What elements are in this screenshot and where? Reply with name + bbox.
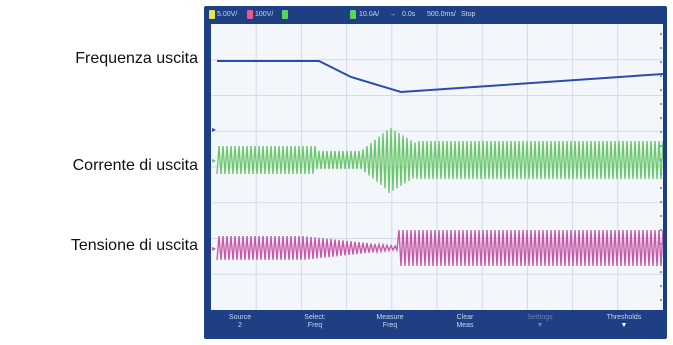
label-output-voltage: Tensione di uscita xyxy=(0,237,198,255)
softkey-settings-arrow-icon: ▼ xyxy=(509,322,571,330)
right-edge-marker xyxy=(660,173,662,175)
softkey-clear-label: Clear xyxy=(434,314,496,322)
label-output-frequency: Frequenza uscita xyxy=(0,50,198,68)
trigger-arrow-icon: → xyxy=(389,11,396,18)
right-edge-marker xyxy=(660,285,662,287)
run-mode: Stop xyxy=(461,11,475,18)
softkey-select-label: Select: xyxy=(284,314,346,322)
right-edge-marker xyxy=(660,131,662,133)
right-edge-marker xyxy=(660,215,662,217)
current-trace xyxy=(217,128,663,193)
waveform-svg: ▸ ▸ ▸ xyxy=(211,24,663,310)
softkey-measure[interactable]: Measure Freq xyxy=(359,314,421,337)
voltage-channel-marker-icon: ▸ xyxy=(212,244,216,253)
ch2-marker-icon xyxy=(247,10,253,19)
softkey-settings-label: Settings xyxy=(509,314,571,322)
softkey-source-label: Source xyxy=(209,314,271,322)
ch4-scale: 10.0A/ xyxy=(359,11,379,18)
right-edge-marker xyxy=(660,61,662,63)
ch1-marker-icon xyxy=(209,10,215,19)
softkey-select[interactable]: Select: Freq xyxy=(284,314,346,337)
softkey-thresholds-label: Thresholds xyxy=(589,314,659,322)
current-channel-marker-icon: ▸ xyxy=(212,156,216,165)
softkey-settings[interactable]: Settings ▼ xyxy=(509,314,571,337)
waveform-display: ▸ ▸ ▸ xyxy=(211,24,663,310)
right-edge-marker xyxy=(660,89,662,91)
softkey-select-value: Freq xyxy=(284,322,346,330)
right-edge-marker xyxy=(660,75,662,77)
softkey-measure-value: Freq xyxy=(359,322,421,330)
softkey-thresholds[interactable]: Thresholds ▼ xyxy=(589,314,659,337)
softkey-clear-value: Meas xyxy=(434,322,496,330)
right-edge-marker xyxy=(660,201,662,203)
softkey-source-value: 2 xyxy=(209,322,271,330)
ch4-marker-icon xyxy=(350,10,356,19)
right-edge-marker xyxy=(660,299,662,301)
right-edge-marker xyxy=(660,47,662,49)
softkey-bar: Source 2 Select: Freq Measure Freq Clear… xyxy=(204,311,667,339)
voltage-trace xyxy=(217,230,663,266)
label-output-current: Corrente di uscita xyxy=(0,157,198,175)
ch2-scale: 100V/ xyxy=(255,11,273,18)
frequency-trace xyxy=(217,61,663,92)
right-edge-marker xyxy=(660,243,662,245)
right-edge-marker xyxy=(660,103,662,105)
softkey-source[interactable]: Source 2 xyxy=(209,314,271,337)
right-edge-marker xyxy=(660,271,662,273)
status-bar: 5.00V/ 100V/ 10.0A/ → 0.0s 500.0ms/ Stop xyxy=(204,6,667,24)
right-edge-marker xyxy=(660,117,662,119)
right-edge-marker xyxy=(660,187,662,189)
trigger-delay: 0.0s xyxy=(402,11,415,18)
right-edge-marker xyxy=(660,33,662,35)
freq-channel-marker-icon: ▸ xyxy=(212,125,216,134)
oscilloscope-screen: 5.00V/ 100V/ 10.0A/ → 0.0s 500.0ms/ Stop… xyxy=(204,6,667,339)
right-edge-marker xyxy=(660,145,662,147)
softkey-clear[interactable]: Clear Meas xyxy=(434,314,496,337)
ch3-marker-icon xyxy=(282,10,288,19)
ch1-scale: 5.00V/ xyxy=(217,11,237,18)
right-edge-marker xyxy=(660,257,662,259)
softkey-measure-label: Measure xyxy=(359,314,421,322)
softkey-thresholds-arrow-icon: ▼ xyxy=(589,322,659,330)
right-edge-marker xyxy=(660,159,662,161)
right-edge-marker xyxy=(660,229,662,231)
timebase: 500.0ms/ xyxy=(427,11,456,18)
